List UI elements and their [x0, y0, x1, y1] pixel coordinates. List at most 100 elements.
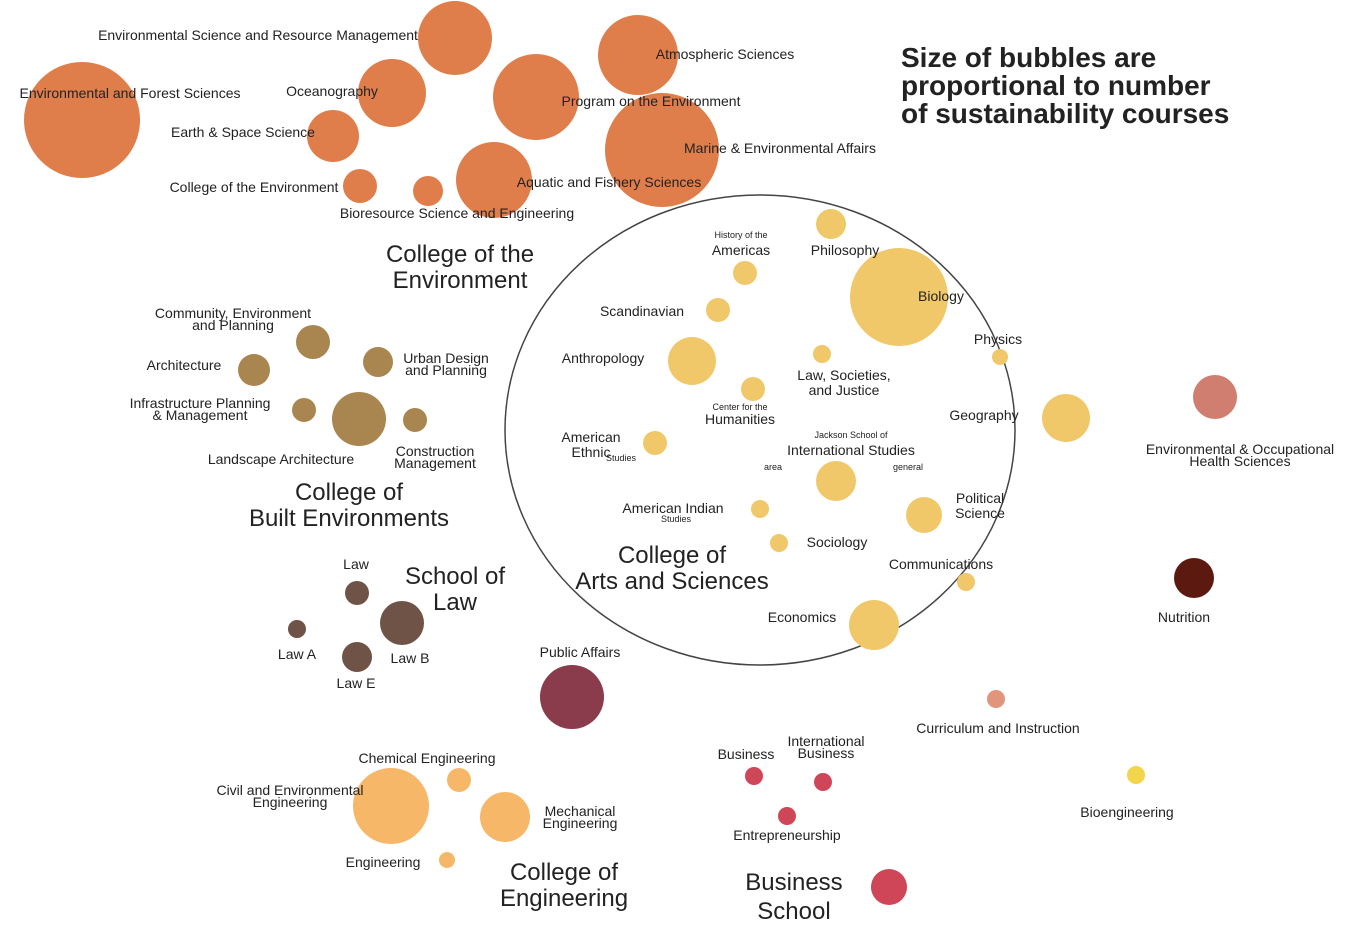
group-title-engineering: College of — [510, 859, 618, 886]
bubble-env-forest-sci — [24, 62, 140, 178]
bubble-law-large — [380, 601, 424, 645]
bubble-label-history-americas: Americas — [712, 242, 770, 258]
bubble-label-entrepreneurship: Entrepreneurship — [733, 827, 841, 843]
group-title-built: Built Environments — [249, 505, 449, 532]
bubble-entrepreneurship — [778, 807, 796, 825]
bubble-label-program-on-environment: Program on the Environment — [562, 93, 741, 109]
bubble-label-civil-env-engineering: Civil and Environmental — [216, 782, 363, 798]
bubble-public-affairs — [540, 665, 604, 729]
bubble-label-bioengineering: Bioengineering — [1080, 804, 1173, 820]
bubble-label-landscape-architecture: Landscape Architecture — [208, 451, 355, 467]
bubble-label-atmospheric-sciences: Atmospheric Sciences — [656, 46, 795, 62]
bubble-biology — [850, 248, 948, 346]
bubble-oceanography — [358, 59, 426, 127]
bubble-label-env-occ-health: Environmental & Occupational — [1146, 441, 1334, 457]
bubble-label-construction-mgmt: Construction — [396, 443, 475, 459]
size-note-line: proportional to number — [901, 70, 1211, 101]
bubble-label-construction-mgmt: Management — [394, 455, 476, 471]
bubble-communications — [957, 573, 975, 591]
bubble-label-international-business: Business — [798, 745, 855, 761]
bubble-built-large — [332, 392, 386, 446]
label-layer: Environmental Science and Resource Manag… — [20, 27, 1335, 870]
size-note-line: Size of bubbles are — [901, 42, 1156, 73]
bubble-label-public-affairs: Public Affairs — [540, 644, 621, 660]
bubble-sublabel-area: area — [764, 462, 782, 472]
bubble-economics — [849, 600, 899, 650]
bubble-label-law: Law — [343, 556, 370, 572]
group-title-engineering: Engineering — [500, 885, 628, 912]
bubble-construction-mgmt — [403, 408, 427, 432]
bubble-humanities — [741, 377, 765, 401]
group-title-environment: College of the — [386, 241, 534, 268]
bubble-label-bioresource-sci-eng: Bioresource Science and Engineering — [340, 205, 574, 221]
bubble-geography — [1042, 394, 1090, 442]
bubble-marine-env-affairs — [605, 93, 719, 207]
bubble-civil-env-engineering — [353, 768, 429, 844]
bubble-physics — [992, 349, 1008, 365]
bubble-bioresource-sci-eng — [413, 176, 443, 206]
bubble-law-a — [288, 620, 306, 638]
bubble-label-law-societies-justice: and Justice — [809, 382, 880, 398]
bubble-label-env-forest-sci: Environmental and Forest Sciences — [20, 85, 241, 101]
group-title-law: School of — [405, 563, 505, 590]
bubble-label-curriculum-instruction: Curriculum and Instruction — [916, 720, 1079, 736]
bubble-label-anthropology: Anthropology — [562, 350, 645, 366]
bubble-law-b — [342, 642, 372, 672]
group-title-law: Law — [433, 589, 478, 616]
bubble-aquatic-fishery-sci — [456, 142, 532, 218]
bubble-business-school — [871, 869, 907, 905]
bubble-label-american-indian: American Indian — [622, 500, 723, 516]
bubble-sublabel-humanities: Center for the — [712, 402, 767, 412]
bubble-curriculum-instruction — [987, 690, 1005, 708]
bubble-business — [745, 767, 763, 785]
bubble-infrastructure-planning — [292, 398, 316, 422]
bubble-label-aquatic-fishery-sci: Aquatic and Fishery Sciences — [517, 174, 701, 190]
bubble-label-law-a: Law A — [278, 646, 317, 662]
bubble-label-infrastructure-planning: Infrastructure Planning — [130, 395, 271, 411]
bubble-philosophy — [816, 209, 846, 239]
bubble-chemical-engineering — [447, 768, 471, 792]
bubble-label-physics: Physics — [974, 331, 1022, 347]
group-title-arts: Arts and Sciences — [575, 568, 768, 595]
bubble-label-international-studies: International Studies — [787, 442, 915, 458]
bubble-label-geography: Geography — [949, 407, 1018, 423]
bubble-label-political-science: Science — [955, 505, 1005, 521]
bubble-label-philosophy: Philosophy — [811, 242, 880, 258]
bubble-label-community-env-planning: Community, Environment — [155, 305, 311, 321]
bubble-urban-design-planning — [363, 347, 393, 377]
bubble-label-oceanography: Oceanography — [286, 83, 378, 99]
group-title-business: School — [757, 898, 830, 925]
bubble-sublabel-american-indian: Studies — [661, 514, 692, 524]
bubble-label-sociology: Sociology — [807, 534, 868, 550]
group-title-environment: Environment — [393, 267, 528, 294]
bubble-international-studies — [816, 461, 856, 501]
bubble-sublabel-history-americas: History of the — [714, 230, 767, 240]
bubble-label-nutrition: Nutrition — [1158, 609, 1210, 625]
bubble-program-on-environment — [493, 54, 579, 140]
bubble-label-urban-design-planning: Urban Design — [403, 350, 489, 366]
bubble-label-college-of-the-environment: College of the Environment — [170, 179, 339, 195]
bubble-scandinavian — [706, 298, 730, 322]
bubble-mechanical-engineering — [480, 792, 530, 842]
bubble-label-communications: Communications — [889, 556, 993, 572]
bubble-architecture — [238, 354, 270, 386]
bubble-sublabel-general: general — [893, 462, 923, 472]
bubble-anthropology — [668, 337, 716, 385]
bubble-label-infrastructure-planning: & Management — [153, 407, 248, 423]
bubble-bioengineering — [1127, 766, 1145, 784]
bubble-label-economics: Economics — [768, 609, 836, 625]
bubble-label-american-ethnic: Ethnic — [572, 444, 611, 460]
bubble-atmospheric-sciences — [598, 15, 678, 95]
bubble-international-business — [814, 773, 832, 791]
bubble-env-occ-health — [1193, 375, 1237, 419]
bubble-sublabel-international-studies: Jackson School of — [814, 430, 888, 440]
bubble-political-science — [906, 497, 942, 533]
size-note-line: of sustainability courses — [901, 98, 1229, 129]
bubble-law — [345, 581, 369, 605]
bubble-layer — [24, 1, 1237, 905]
bubble-sublabel-american-ethnic: Studies — [606, 453, 637, 463]
bubble-nutrition — [1174, 558, 1214, 598]
